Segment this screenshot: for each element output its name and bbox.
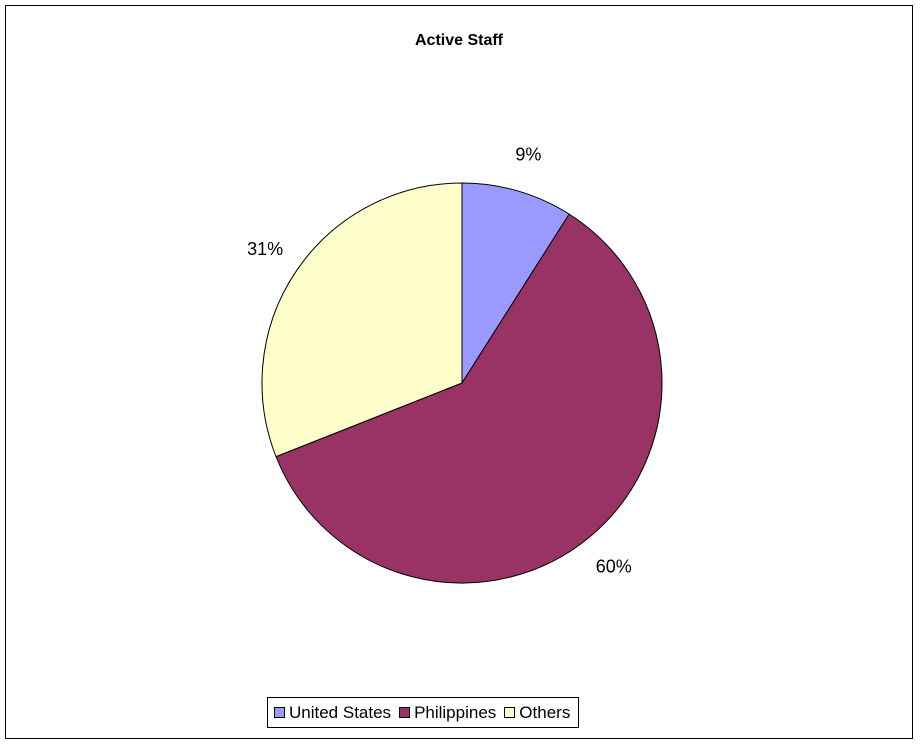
legend-item-others: Others	[504, 703, 570, 723]
legend-label-others: Others	[519, 702, 571, 722]
legend-item-united-states: United States	[274, 703, 391, 723]
legend-swatch-others	[504, 707, 516, 718]
pie-slice-others	[261, 182, 463, 458]
data-label-others: 31%	[247, 239, 283, 259]
pie-slice-philippines	[275, 213, 663, 584]
legend-swatch-united-states	[274, 707, 285, 718]
chart-area: Active Staff 9% 60% 31% United States Phil…	[5, 5, 913, 739]
legend-item-philippines: Philippines	[399, 703, 496, 723]
legend-label-philippines: Philippines	[414, 702, 497, 722]
data-label-united-states: 9%	[515, 144, 541, 164]
chart-title: Active Staff	[414, 32, 504, 49]
legend-label-united-states: United States	[289, 702, 392, 722]
pie-slice-united-states	[461, 182, 570, 385]
data-label-philippines: 60%	[596, 556, 632, 576]
legend-swatch-philippines	[399, 707, 411, 718]
pie-chart: 9% 60% 31%	[247, 144, 663, 584]
legend: United States Philippines Others	[267, 697, 580, 728]
